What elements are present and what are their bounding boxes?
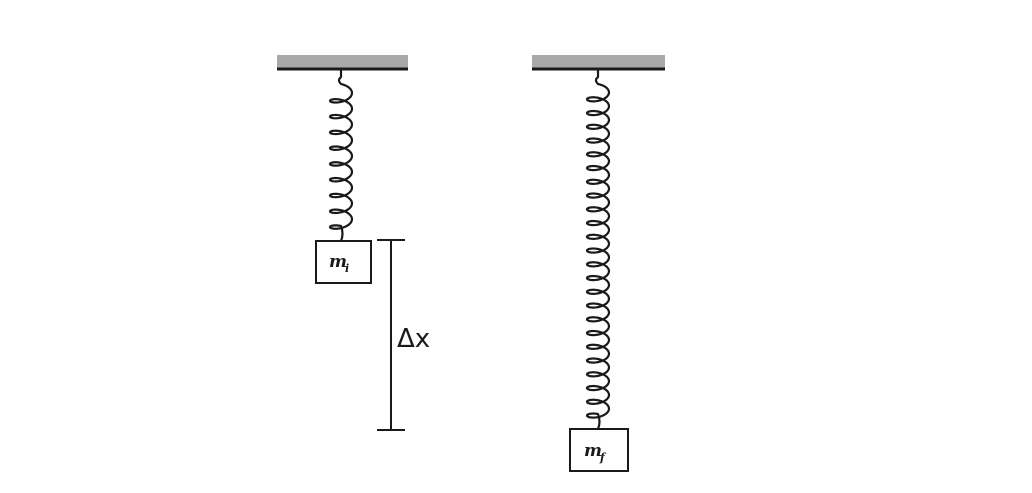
initial-mass-label: m (329, 252, 347, 272)
right-ceiling-bar (532, 55, 665, 71)
final-mass-label: m (584, 441, 602, 461)
left-spring (328, 69, 354, 242)
left-ceiling-bar (277, 55, 408, 71)
displacement-label: Δx (397, 324, 430, 354)
right-spring (585, 69, 611, 430)
initial-mass-block: m i (315, 240, 372, 284)
final-mass-subscript: f (599, 451, 607, 464)
final-mass-block: m f (569, 428, 629, 472)
displacement-bracket (377, 239, 405, 431)
initial-mass-subscript: i (345, 262, 349, 275)
